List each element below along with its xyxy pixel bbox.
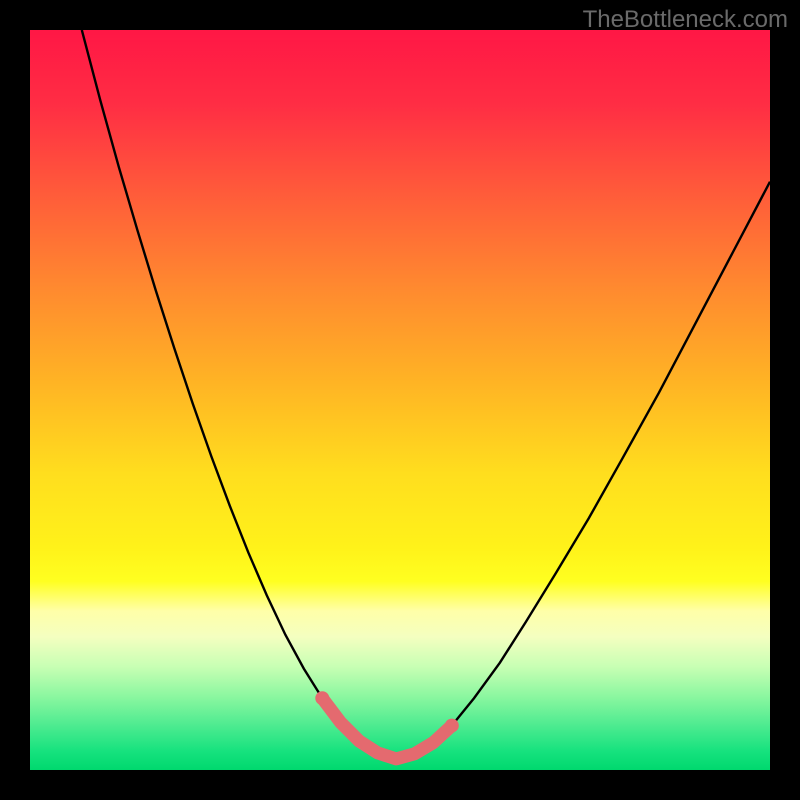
curve-left	[82, 30, 397, 759]
highlight-dot-right	[445, 719, 459, 733]
curve-right	[396, 182, 770, 759]
plot-area	[30, 30, 770, 770]
highlight-dot-left	[315, 691, 329, 705]
bottleneck-highlight	[322, 698, 452, 759]
watermark-text: TheBottleneck.com	[583, 6, 788, 34]
curve-layer	[30, 30, 770, 770]
